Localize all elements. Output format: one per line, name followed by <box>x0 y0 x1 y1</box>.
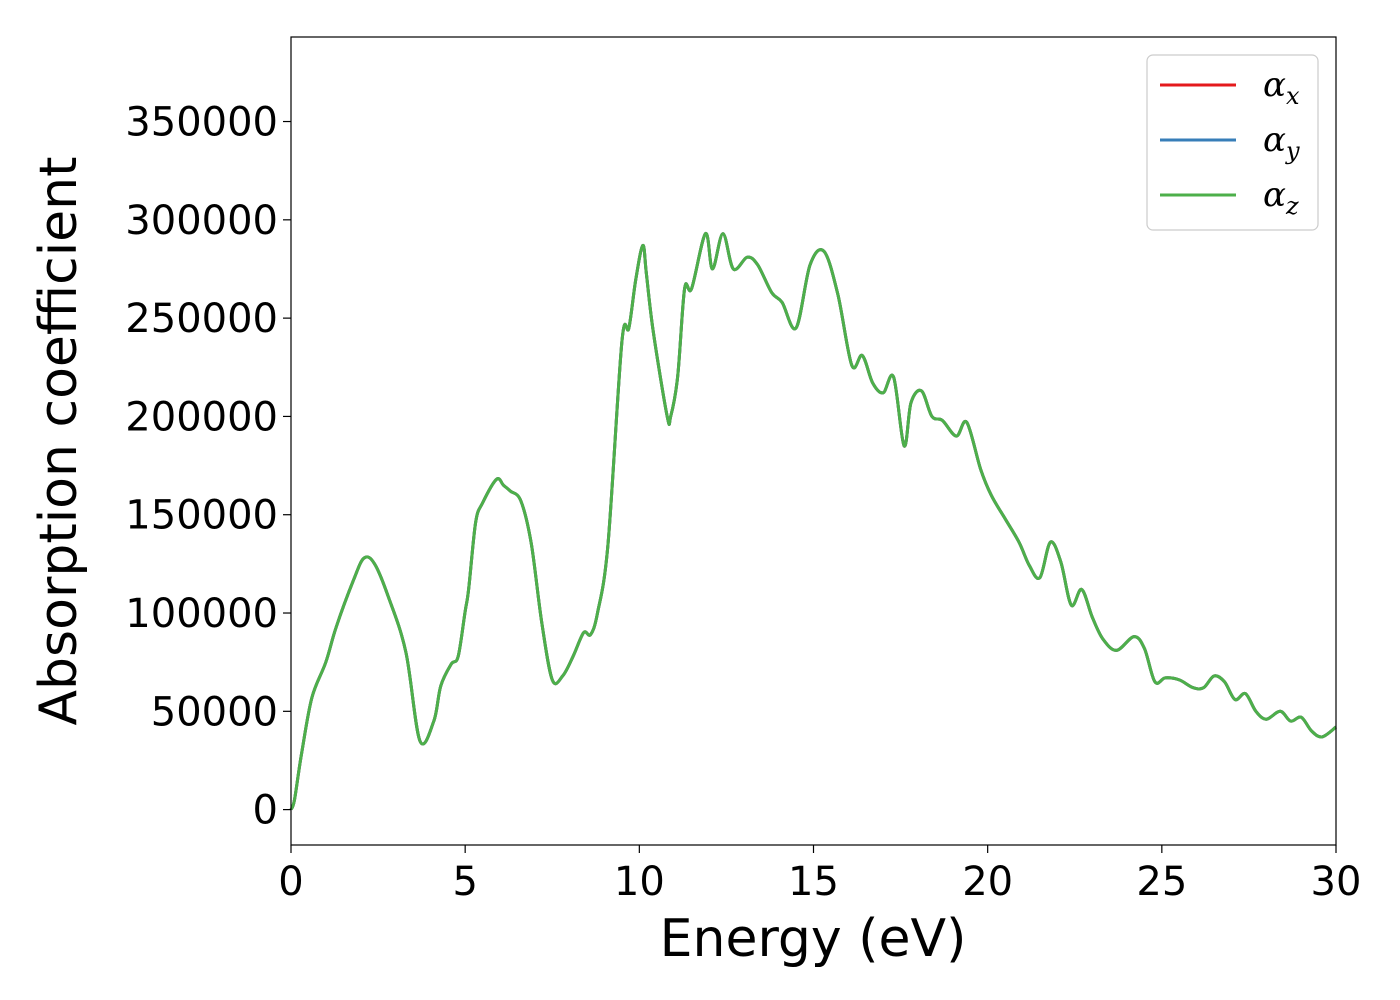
x-tick-label: 0 <box>278 859 303 905</box>
y-tick-label: 50000 <box>151 689 278 735</box>
y-tick-label: 100000 <box>125 591 278 637</box>
y-tick-label: 200000 <box>125 394 278 440</box>
series-line-alpha-z <box>289 232 1337 811</box>
legend-box <box>1146 54 1319 231</box>
x-tick-label: 10 <box>614 859 665 905</box>
y-axis-label: Absorption coefficient <box>29 156 89 725</box>
x-tick-label: 25 <box>1136 859 1187 905</box>
x-tick-label: 5 <box>452 859 477 905</box>
x-tick-label: 15 <box>788 859 839 905</box>
y-axis-ticks: 0 50000 100000 150000 200000 250000 300000 3500… <box>125 100 291 834</box>
y-tick-label: 300000 <box>125 198 278 244</box>
y-tick-label: 0 <box>253 788 278 834</box>
y-tick-label: 150000 <box>125 493 278 539</box>
x-axis-label: Energy (eV) <box>660 909 967 969</box>
series-group <box>289 232 1337 811</box>
y-tick-label: 250000 <box>125 296 278 342</box>
x-tick-label: 30 <box>1311 859 1362 905</box>
y-tick-label: 350000 <box>125 100 278 146</box>
x-tick-label: 20 <box>962 859 1013 905</box>
x-axis-ticks: 0 5 10 15 20 25 30 <box>278 845 1361 905</box>
